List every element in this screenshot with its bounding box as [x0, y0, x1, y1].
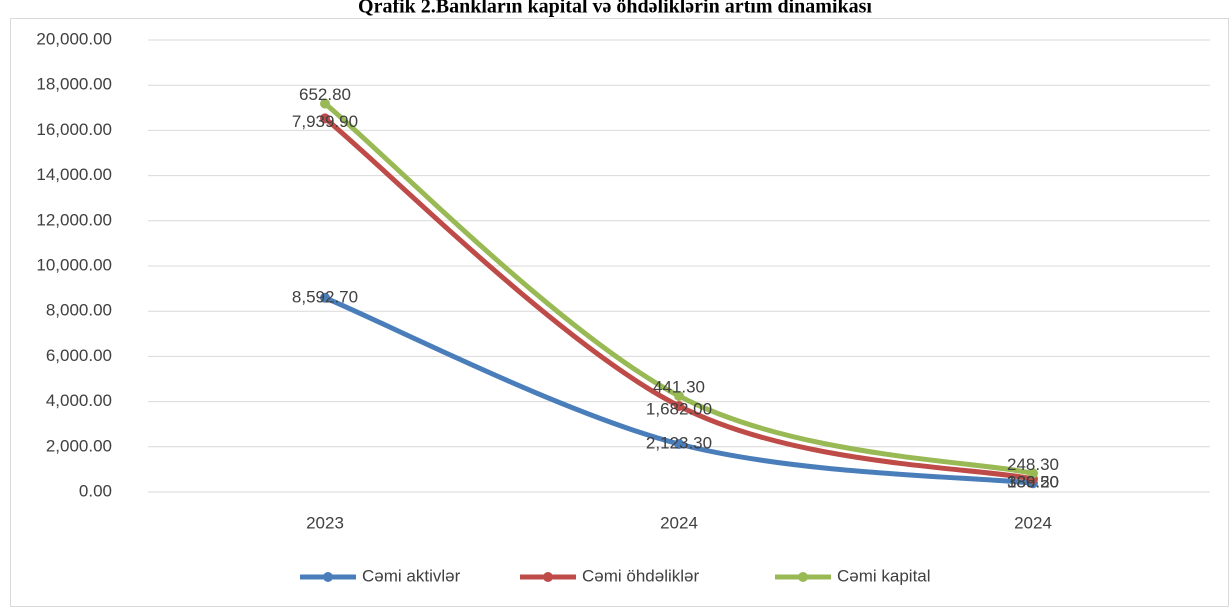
data-label: 441.30: [653, 378, 705, 397]
data-label: 186.20: [1007, 472, 1059, 491]
legend-label: Cəmi aktivlər: [362, 566, 461, 585]
chart-border: [10, 18, 1229, 607]
legend-label: Cəmi öhdəliklər: [582, 566, 699, 585]
y-tick-label: 20,000.00: [36, 29, 112, 48]
legend-marker: [323, 572, 333, 582]
data-label: 652.80: [299, 85, 351, 104]
y-tick-label: 2,000.00: [46, 436, 112, 455]
x-tick-label: 2023: [306, 513, 344, 532]
x-tick-label: 2024: [1014, 513, 1052, 532]
point: [674, 439, 684, 450]
y-tick-label: 12,000.00: [36, 210, 112, 229]
point: [320, 98, 330, 109]
data-label: 2,123.30: [646, 433, 712, 452]
line: [322, 115, 1036, 482]
point: [1028, 468, 1038, 479]
x-tick-label: 2024: [660, 513, 698, 532]
data-label: 389.50: [1007, 473, 1059, 492]
legend-label: Cəmi kapital: [837, 566, 931, 585]
point: [674, 401, 684, 412]
data-label: 1,682.00: [646, 399, 712, 418]
y-tick-label: 8,000.00: [46, 301, 112, 320]
y-tick-label: 14,000.00: [36, 165, 112, 184]
data-label: 248.30: [1007, 455, 1059, 474]
legend-marker: [543, 572, 553, 582]
point: [674, 391, 684, 402]
point: [320, 292, 330, 303]
point: [320, 113, 330, 124]
chart-title: Qrafik 2.Bankların kapital və öhdəliklər…: [358, 0, 872, 18]
y-tick-label: 0.00: [79, 481, 112, 500]
y-tick-label: 16,000.00: [36, 120, 112, 139]
data-label: 7,939.90: [292, 112, 358, 131]
legend-marker: [798, 572, 808, 582]
y-tick-label: 6,000.00: [46, 346, 112, 365]
y-tick-label: 10,000.00: [36, 255, 112, 274]
y-tick-label: 4,000.00: [46, 391, 112, 410]
data-label: 8,592.70: [292, 287, 358, 306]
y-tick-label: 18,000.00: [36, 75, 112, 94]
